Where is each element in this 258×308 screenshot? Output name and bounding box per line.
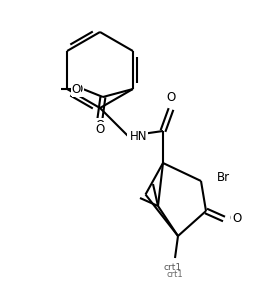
Text: O: O	[74, 83, 83, 95]
Text: O: O	[166, 91, 176, 104]
Text: Br: Br	[217, 171, 230, 184]
Text: HN: HN	[130, 129, 148, 143]
Text: crt1: crt1	[164, 263, 182, 272]
Text: HN: HN	[128, 129, 146, 143]
Text: O: O	[232, 213, 241, 225]
Text: crt1: crt1	[167, 270, 183, 279]
Text: O: O	[229, 213, 238, 225]
Text: O: O	[72, 83, 81, 95]
Text: O: O	[95, 119, 104, 132]
Text: O: O	[95, 123, 104, 136]
Text: O: O	[166, 93, 176, 106]
Text: Br: Br	[215, 171, 228, 184]
